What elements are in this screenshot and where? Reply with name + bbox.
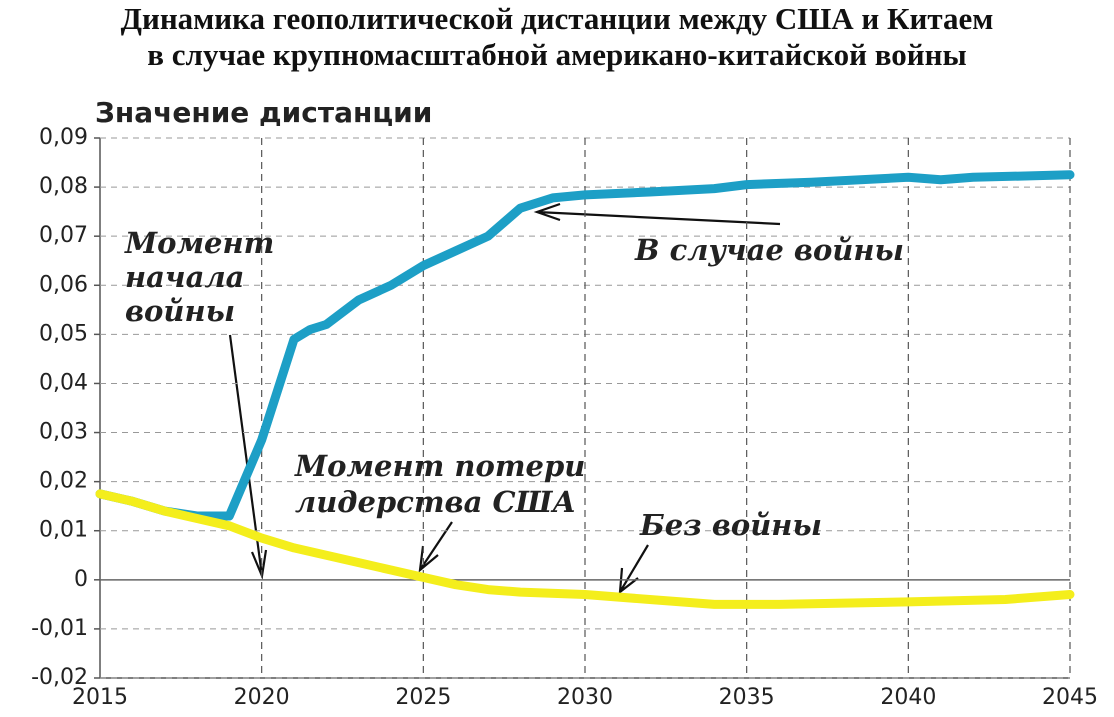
y-tick-label: -0,02	[31, 665, 88, 690]
annotation: лидерства США	[295, 485, 576, 519]
y-tick-label: 0,02	[39, 469, 88, 494]
x-tick-label: 2040	[880, 685, 936, 710]
annotation: Момент	[124, 226, 274, 260]
annotation: В случае войны	[634, 233, 904, 267]
y-tick-label: 0,05	[39, 321, 88, 346]
arrow	[533, 202, 781, 226]
x-tick-label: 2025	[395, 685, 451, 710]
y-tick-label: 0,03	[39, 420, 88, 445]
annotation: Без войны	[639, 508, 822, 542]
y-tick-label: 0	[74, 567, 88, 592]
y-tick-label: 0,01	[39, 518, 88, 543]
data-line	[95, 170, 1075, 521]
x-tick-label: 2035	[719, 685, 775, 710]
chart-title: в случае крупномасштабной американо-кита…	[147, 37, 966, 72]
annotation: Момент потери	[294, 449, 585, 483]
annotation: войны	[125, 294, 235, 328]
y-tick-label: 0,04	[39, 370, 88, 395]
y-tick-label: 0,07	[39, 223, 88, 248]
y-tick-label: -0,01	[31, 616, 88, 641]
y-tick-label: 0,08	[39, 174, 88, 199]
annotation: начала	[125, 260, 244, 294]
arrow	[618, 544, 649, 595]
x-tick-label: 2045	[1042, 685, 1098, 710]
y-tick-label: 0,06	[39, 272, 88, 297]
x-tick-label: 2030	[557, 685, 613, 710]
x-tick-label: 2015	[72, 685, 128, 710]
y-tick-label: 0,09	[39, 125, 88, 150]
y-axis-label: Значение дистанции	[95, 96, 432, 129]
chart-title: Динамика геополитической дистанции между…	[121, 1, 994, 36]
data-line	[95, 489, 1075, 609]
x-tick-label: 2020	[234, 685, 290, 710]
arrow	[418, 521, 453, 573]
